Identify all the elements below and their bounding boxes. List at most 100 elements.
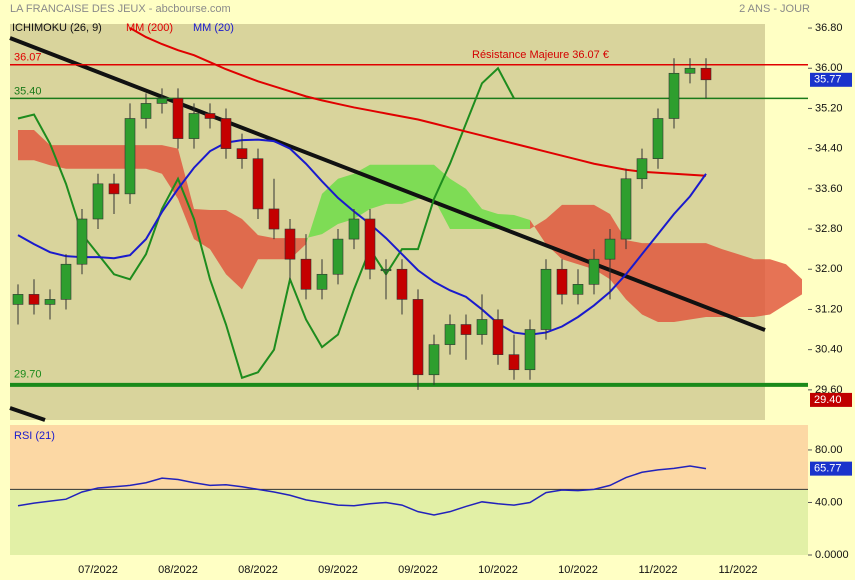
- candle-body: [396, 268, 408, 300]
- cloud-segment: [658, 243, 674, 323]
- x-tick-label: 08/2022: [238, 564, 278, 576]
- candle-body: [412, 299, 424, 376]
- price-tag-label: 65.77: [814, 463, 842, 475]
- candle-body: [236, 148, 248, 159]
- level-label: 35.40: [14, 85, 42, 97]
- candle-body: [428, 344, 440, 376]
- candle-body: [492, 319, 504, 355]
- candle-body: [44, 299, 56, 305]
- candle-body: [204, 113, 216, 119]
- candle-body: [60, 263, 72, 300]
- cloud-segment: [34, 130, 50, 166]
- x-tick-label: 07/2022: [78, 564, 118, 576]
- cloud-segment: [530, 218, 546, 245]
- cloud-segment: [386, 164, 402, 204]
- x-tick-label: 08/2022: [158, 564, 198, 576]
- cloud-segment: [786, 264, 802, 305]
- cloud-segment: [226, 209, 242, 290]
- x-tick-label: 09/2022: [398, 564, 438, 576]
- cloud-segment: [754, 259, 770, 317]
- price-tag: [810, 72, 852, 87]
- cloud-segment: [82, 145, 98, 169]
- candle-body: [620, 178, 632, 240]
- candle-body: [700, 67, 712, 81]
- cloud-segment: [514, 214, 530, 230]
- y-tick-label: 0.0000: [815, 549, 849, 561]
- cloud-segment: [370, 164, 386, 209]
- y-tick-label: 40.00: [815, 496, 843, 508]
- cloud-segment: [178, 148, 194, 240]
- candle-body: [252, 158, 264, 210]
- price-tag-label: 29.40: [814, 394, 842, 406]
- candle-body: [76, 218, 88, 265]
- price-tag: [810, 461, 852, 476]
- level-label: 29.70: [14, 369, 42, 381]
- x-tick-label: 11/2022: [719, 564, 758, 576]
- candle-body: [588, 258, 600, 285]
- legend-entry: ICHIMOKU (26, 9): [12, 22, 102, 34]
- cloud-segment: [194, 208, 210, 250]
- cloud-segment: [354, 164, 370, 219]
- cloud-segment: [498, 213, 514, 230]
- back-layer: [18, 130, 802, 323]
- level-label: 36.07: [14, 52, 42, 64]
- price-tag: [810, 392, 852, 407]
- candle-body: [172, 98, 184, 139]
- candle-body: [540, 268, 552, 330]
- candle-body: [220, 118, 232, 149]
- y-tick-label: 29.60: [815, 384, 843, 396]
- cloud-segment: [578, 204, 594, 270]
- y-tick-label: 32.00: [815, 263, 843, 275]
- candle-body: [332, 238, 344, 275]
- candle-body: [508, 354, 520, 371]
- y-tick-label: 35.20: [815, 102, 843, 114]
- ma-line: [129, 27, 707, 177]
- y-tick-label: 34.40: [815, 143, 843, 155]
- trend-line: [9, 406, 46, 422]
- rsi-upper-zone: [10, 425, 808, 490]
- candle-body: [380, 268, 392, 272]
- candle-body: [108, 183, 120, 195]
- x-tick-label: 11/2022: [639, 564, 678, 576]
- y-tick-label: 80.00: [815, 444, 843, 456]
- cloud-segment: [258, 235, 274, 260]
- cloud-segment: [98, 145, 114, 169]
- cloud-segment: [18, 130, 34, 161]
- cloud-segment: [706, 243, 722, 317]
- x-tick-label: 10/2022: [558, 564, 598, 576]
- cloud-segment: [242, 218, 258, 290]
- candle-body: [12, 294, 24, 305]
- cloud-segment: [434, 164, 450, 230]
- candle-body: [28, 294, 40, 305]
- candle-body: [156, 98, 168, 104]
- x-tick-label: 10/2022: [478, 564, 518, 576]
- price-area: [10, 24, 765, 420]
- chart-title: LA FRANCAISE DES JEUX - abcbourse.com: [10, 3, 231, 15]
- trend-line: [9, 36, 766, 332]
- candle-body: [300, 258, 312, 290]
- annotation: Résistance Majeure 36.07 €: [472, 49, 609, 61]
- legend-entry: MM (20): [193, 22, 234, 34]
- cloud-segment: [450, 178, 466, 230]
- y-tick-label: 33.60: [815, 183, 843, 195]
- candle-body: [140, 103, 152, 119]
- candle-body: [556, 268, 568, 295]
- candle-body: [284, 228, 296, 260]
- y-tick-label: 31.20: [815, 303, 843, 315]
- cloud-segment: [562, 204, 578, 265]
- cloud-segment: [674, 243, 690, 323]
- cloud-segment: [418, 164, 434, 199]
- candle-body: [348, 218, 360, 240]
- y-tick-label: 32.80: [815, 223, 843, 235]
- candle-body: [476, 319, 488, 335]
- cloud-segment: [146, 145, 162, 174]
- candle-body: [572, 284, 584, 295]
- x-tick-label: 09/2022: [318, 564, 358, 576]
- price-tag-label: 35.77: [814, 74, 842, 86]
- chart-subtitle: 2 ANS - JOUR: [739, 3, 810, 15]
- cloud-segment: [722, 249, 738, 317]
- candle-body: [460, 324, 472, 335]
- candle-body: [124, 118, 136, 195]
